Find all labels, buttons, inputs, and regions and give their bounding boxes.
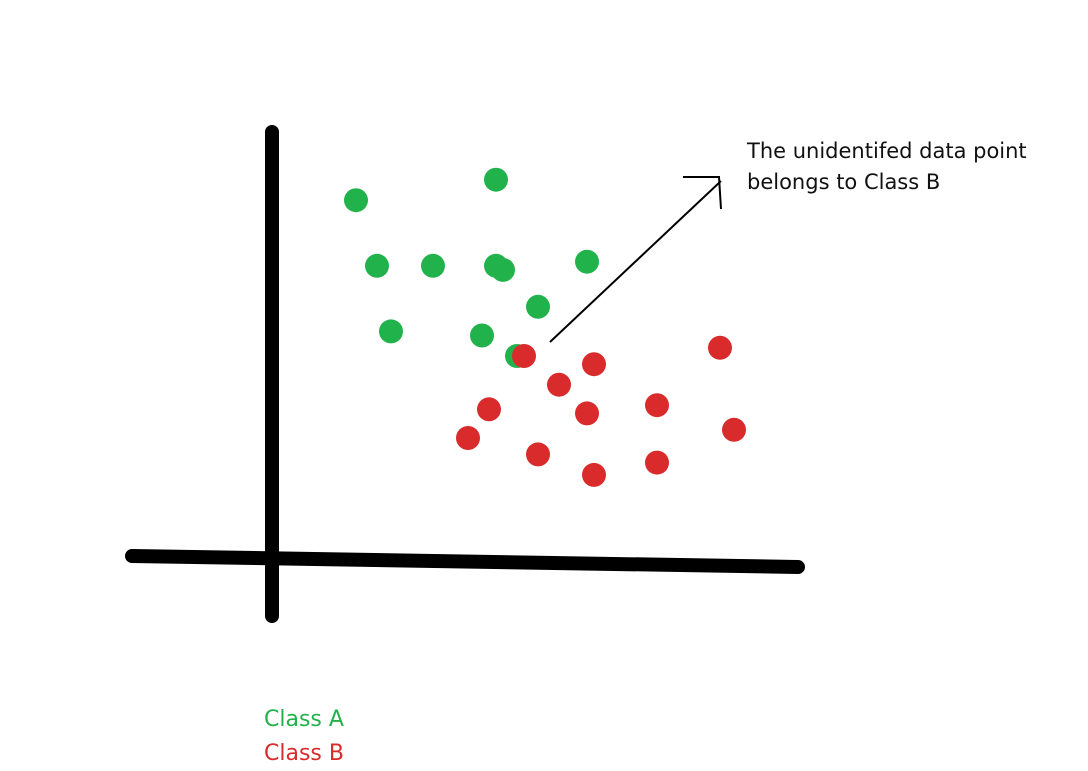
annotation-text: The unidentifed data point belongs to Cl… [747,136,1067,198]
point-class-b-9 [526,442,550,467]
legend: Class A Class B [264,703,344,771]
point-class-b-7 [645,393,669,418]
point-class-a-2 [484,167,508,192]
point-class-b-1 [512,344,536,368]
annotation-line-1: The unidentifed data point [747,139,1027,163]
data-points [344,167,746,487]
point-class-b-6 [575,401,599,426]
point-class-b-4 [708,335,732,360]
point-class-a-1 [344,188,368,213]
arrow-head [683,176,722,210]
point-class-a-4 [421,253,445,278]
point-class-b-12 [722,417,746,442]
point-class-b-8 [456,426,480,450]
x-axis [125,549,805,574]
point-class-a-10 [470,323,494,348]
point-class-a-8 [526,294,550,319]
point-class-a-7 [575,249,599,274]
point-class-b-5 [477,397,501,422]
point-class-b-3 [582,352,606,377]
point-class-b-11 [645,450,669,475]
point-class-b-10 [582,462,606,487]
point-class-a-3 [365,253,389,278]
legend-item-class-b: Class B [264,741,344,766]
point-class-b-2 [547,372,571,397]
legend-item-class-a: Class A [264,707,344,732]
annotation-line-2: belongs to Class B [747,170,941,194]
point-class-a-6 [491,257,515,282]
annotation-arrow [549,176,722,343]
arrow-shaft [549,180,722,343]
point-class-a-9 [379,319,403,344]
